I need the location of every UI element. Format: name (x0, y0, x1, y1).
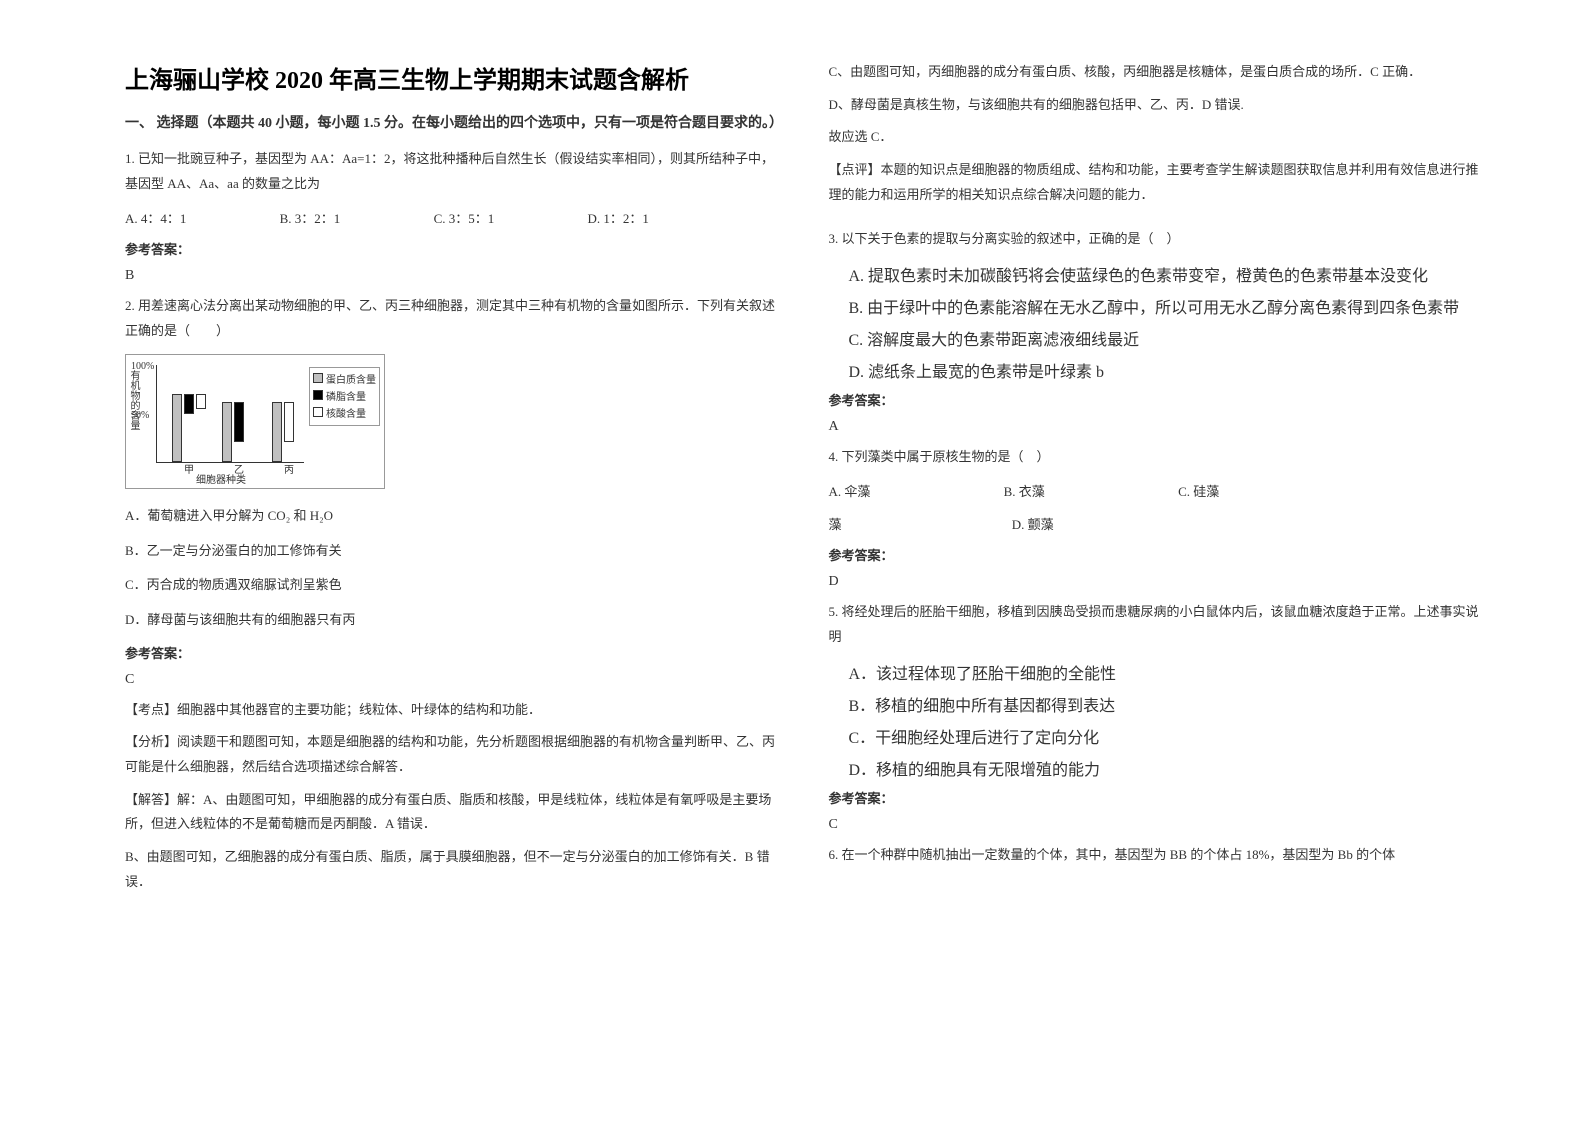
swatch-protein (313, 373, 323, 383)
q4-opt-b: B. 衣藻 (1004, 480, 1045, 505)
swatch-nucleic (313, 407, 323, 417)
q1-opt-c: C. 3：5：1 (434, 207, 495, 232)
q4-opt-d: D. 颤藻 (1012, 513, 1054, 538)
q2-text: 2. 用差速离心法分离出某动物细胞的甲、乙、丙三种细胞器，测定其中三种有机物的含… (125, 294, 779, 343)
q1-opt-b: B. 3：2：1 (280, 207, 341, 232)
chart-ylabel: 有机物的含量 (128, 370, 140, 430)
q3-opt-c: C. 溶解度最大的色素带距离滤液细线最近 (849, 326, 1483, 350)
q4-answer: D (829, 574, 1483, 590)
bar-bing-protein (272, 402, 282, 462)
q4-opt-a: A. 伞藻 (829, 480, 871, 505)
ytick-50: 50% (131, 410, 149, 421)
q3-opt-b: B. 由于绿叶中的色素能溶解在无水乙醇中，所以可用无水乙醇分离色素得到四条色素带 (849, 294, 1483, 318)
q2-dianping: 【点评】本题的知识点是细胞器的物质组成、结构和功能，主要考查学生解读题图获取信息… (829, 158, 1483, 207)
q1-answer: B (125, 268, 779, 284)
q3-opt-a: A. 提取色素时未加碳酸钙将会使蓝绿色的色素带变窄，橙黄色的色素带基本没变化 (849, 262, 1483, 286)
q5-text: 5. 将经处理后的胚胎干细胞，移植到因胰岛受损而患糖尿病的小白鼠体内后，该鼠血糖… (829, 600, 1483, 649)
bar-group-yi (222, 402, 258, 462)
page-title: 上海骊山学校 2020 年高三生物上学期期末试题含解析 (125, 60, 779, 95)
chart-legend: 蛋白质含量 磷脂含量 核酸含量 (309, 367, 380, 426)
q2-opt-a: A．葡萄糖进入甲分解为 CO₂ 和 H₂O (125, 504, 779, 529)
q2-jieda-b: B、由题图可知，乙细胞器的成分有蛋白质、脂质，属于具膜细胞器，但不一定与分泌蛋白… (125, 845, 779, 894)
bar-yi-protein (222, 402, 232, 462)
q5-answer-label: 参考答案： (829, 788, 1483, 807)
q1-opt-a: A. 4：4：1 (125, 207, 186, 232)
bar-jia-nucleic (196, 394, 206, 409)
q2-answer: C (125, 672, 779, 688)
q1-text: 1. 已知一批豌豆种子，基因型为 AA：Aa=1：2，将这批种播种后自然生长（假… (125, 147, 779, 196)
q2-jieda: 【解答】解：A、由题图可知，甲细胞器的成分有蛋白质、脂质和核酸，甲是线粒体，线粒… (125, 788, 779, 837)
q2-jieda-d: D、酵母菌是真核生物，与该细胞共有的细胞器包括甲、乙、丙．D 错误. (829, 93, 1483, 118)
legend-nucleic: 核酸含量 (313, 405, 376, 420)
legend-label-lipid: 磷脂含量 (326, 388, 366, 403)
q3-answer: A (829, 419, 1483, 435)
bar-jia-protein (172, 394, 182, 462)
bar-jia-lipid (184, 394, 194, 414)
left-column: 上海骊山学校 2020 年高三生物上学期期末试题含解析 一、 选择题（本题共 4… (100, 60, 804, 1092)
bar-yi-lipid (234, 402, 244, 442)
plot-area (156, 365, 304, 463)
q2-opt-d: D．酵母菌与该细胞共有的细胞器只有丙 (125, 608, 779, 633)
q3-opt-d: D. 滤纸条上最宽的色素带是叶绿素 b (849, 358, 1483, 382)
q4-text: 4. 下列藻类中属于原核生物的是（ ） (829, 445, 1483, 470)
chart-container: 有机物的含量 100% 50% 甲 乙 丙 (125, 354, 779, 489)
q2-conclusion: 故应选 C． (829, 125, 1483, 150)
q1-options: A. 4：4：1 B. 3：2：1 C. 3：5：1 D. 1：2：1 (125, 207, 779, 232)
legend-protein: 蛋白质含量 (313, 371, 376, 386)
bar-group-jia (172, 394, 208, 462)
xaxis-title: 细胞器种类 (196, 471, 246, 486)
right-column: C、由题图可知，丙细胞器的成分有蛋白质、核酸，丙细胞器是核糖体，是蛋白质合成的场… (804, 60, 1508, 1092)
q4-options-row1: A. 伞藻 B. 衣藻 C. 硅藻 (829, 480, 1483, 505)
q2-jieda-c: C、由题图可知，丙细胞器的成分有蛋白质、核酸，丙细胞器是核糖体，是蛋白质合成的场… (829, 60, 1483, 85)
q2-answer-label: 参考答案： (125, 643, 779, 662)
q2-kaodian: 【考点】细胞器中其他器官的主要功能；线粒体、叶绿体的结构和功能． (125, 698, 779, 723)
section-header: 一、 选择题（本题共 40 小题，每小题 1.5 分。在每小题给出的四个选项中，… (125, 113, 779, 135)
xlabel-bing: 丙 (271, 461, 307, 476)
organelle-chart: 有机物的含量 100% 50% 甲 乙 丙 (125, 354, 385, 489)
q4-opt-c-cont: 藻 (829, 513, 1009, 538)
bar-bing-nucleic (284, 402, 294, 442)
legend-lipid: 磷脂含量 (313, 388, 376, 403)
ytick-100: 100% (131, 361, 154, 372)
q2-fenxi: 【分析】阅读题干和题图可知，本题是细胞器的结构和功能，先分析题图根据细胞器的有机… (125, 730, 779, 779)
q5-opt-b: B．移植的细胞中所有基因都得到表达 (849, 692, 1483, 716)
q5-answer: C (829, 817, 1483, 833)
q6-text: 6. 在一个种群中随机抽出一定数量的个体，其中，基因型为 BB 的个体占 18%… (829, 843, 1483, 868)
q4-options-row2: 藻 D. 颤藻 (829, 513, 1483, 538)
bar-group-bing (272, 402, 308, 462)
q4-answer-label: 参考答案： (829, 545, 1483, 564)
q2-opt-c: C．丙合成的物质遇双缩脲试剂呈紫色 (125, 573, 779, 598)
q3-text: 3. 以下关于色素的提取与分离实验的叙述中，正确的是（ ） (829, 227, 1483, 252)
q5-opt-d: D．移植的细胞具有无限增殖的能力 (849, 756, 1483, 780)
q2-opt-b: B．乙一定与分泌蛋白的加工修饰有关 (125, 539, 779, 564)
swatch-lipid (313, 390, 323, 400)
q5-opt-a: A．该过程体现了胚胎干细胞的全能性 (849, 660, 1483, 684)
q4-opt-c: C. 硅藻 (1178, 480, 1219, 505)
legend-label-protein: 蛋白质含量 (326, 371, 376, 386)
q1-answer-label: 参考答案： (125, 239, 779, 258)
q1-opt-d: D. 1：2：1 (587, 207, 648, 232)
q5-opt-c: C．干细胞经处理后进行了定向分化 (849, 724, 1483, 748)
q3-answer-label: 参考答案： (829, 390, 1483, 409)
legend-label-nucleic: 核酸含量 (326, 405, 366, 420)
